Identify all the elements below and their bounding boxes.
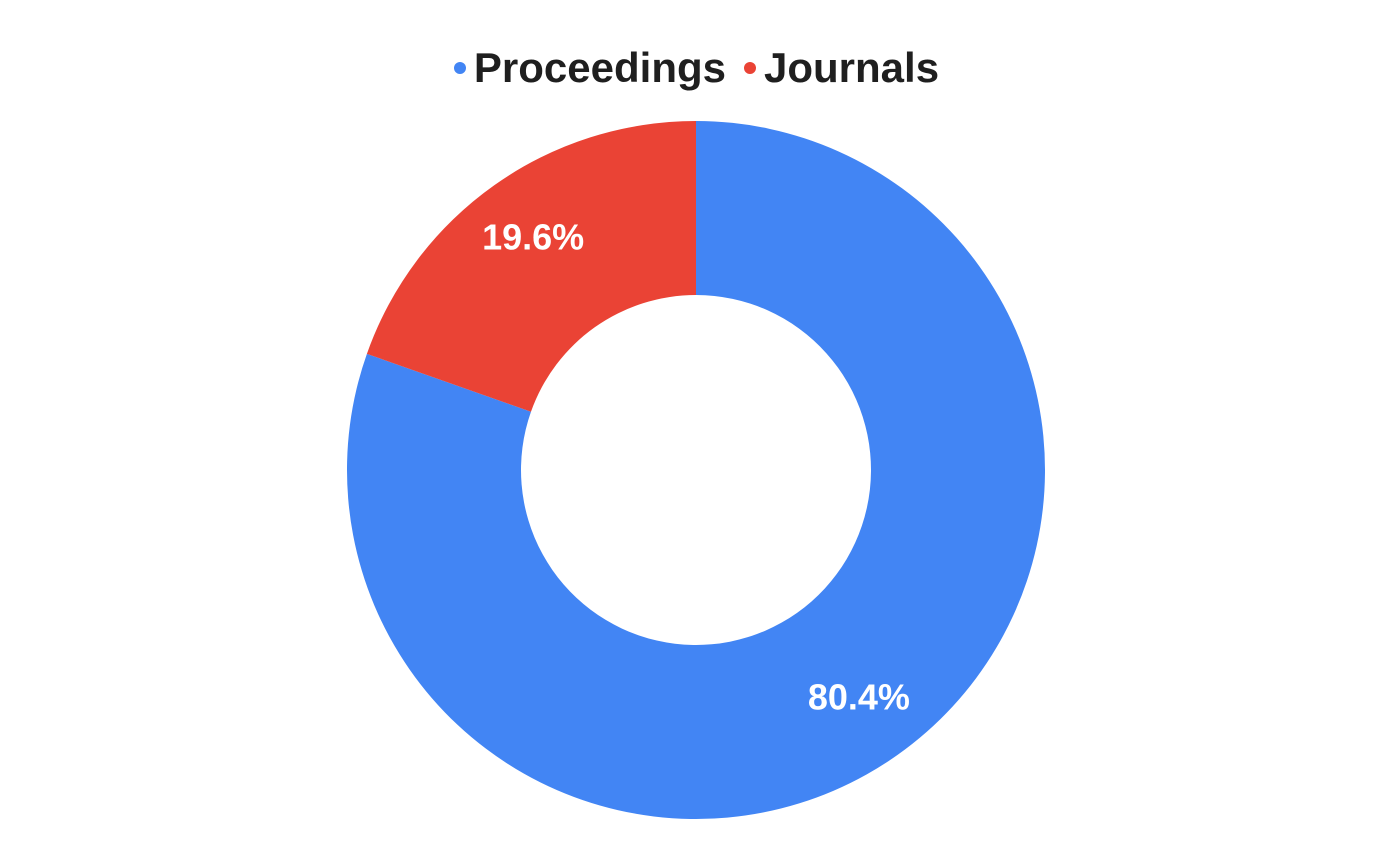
- legend-item-journals[interactable]: Journals: [744, 40, 939, 96]
- donut-slice-proceedings[interactable]: [347, 121, 1045, 819]
- donut-slice-journals[interactable]: [366, 121, 696, 412]
- legend-label-proceedings: Proceedings: [473, 44, 727, 91]
- legend-item-proceedings[interactable]: Proceedings: [453, 40, 727, 96]
- legend-label-journals: Journals: [764, 44, 940, 91]
- legend-swatch-proceedings: [453, 62, 466, 74]
- donut-slice-labels: 80.4% 19.6%: [482, 216, 910, 717]
- slice-label-proceedings: 80.4%: [808, 677, 910, 718]
- slice-label-journals: 19.6%: [482, 216, 584, 257]
- donut-slices: [347, 121, 1045, 819]
- chart-legend: Proceedings Journals: [0, 40, 1393, 96]
- legend-swatch-journals: [744, 62, 757, 74]
